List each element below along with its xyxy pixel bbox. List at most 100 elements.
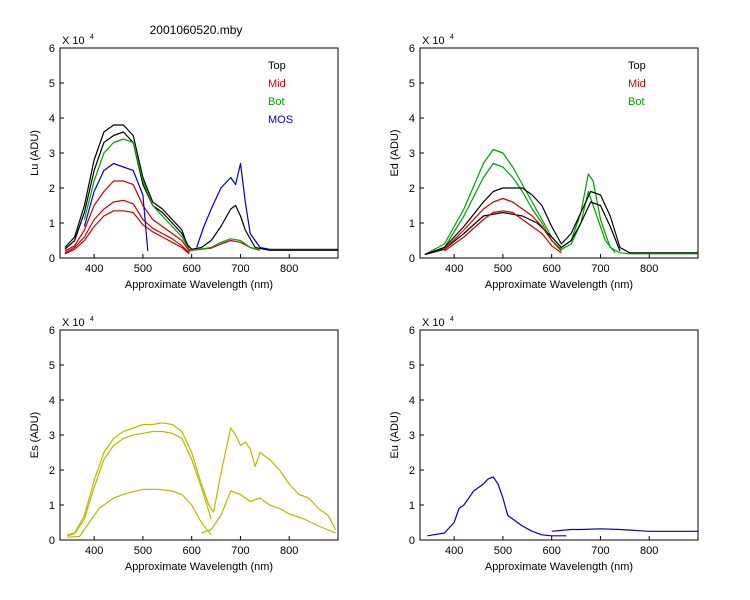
x-axis-label: Approximate Wavelength (nm) <box>485 561 633 573</box>
exponent-power: 4 <box>450 34 454 41</box>
y-axis-label: Eu (ADU) <box>389 411 401 458</box>
y-tick-label: 5 <box>49 360 55 372</box>
mid-series-line <box>443 197 562 252</box>
exponent-power: 4 <box>450 316 454 323</box>
exponent-label: X 10 <box>422 35 445 47</box>
data-series-line <box>67 422 337 536</box>
y-tick-label: 1 <box>409 218 415 230</box>
y-tick-label: 3 <box>409 148 415 160</box>
top-series-line <box>64 131 190 250</box>
y-tick-label: 6 <box>49 43 55 55</box>
y-tick-label: 1 <box>49 218 55 230</box>
x-tick-label: 400 <box>85 263 103 275</box>
y-axis-label: Lu (ADU) <box>29 130 41 176</box>
bot-series-line <box>83 138 261 251</box>
x-tick-label: 800 <box>280 263 298 275</box>
x-tick-label: 400 <box>445 545 463 557</box>
x-tick-label: 800 <box>640 263 658 275</box>
x-tick-label: 700 <box>231 545 249 557</box>
y-tick-label: 4 <box>409 113 415 125</box>
y-tick-label: 3 <box>49 148 55 160</box>
x-axis-label: Approximate Wavelength (nm) <box>125 279 273 291</box>
y-tick-label: 2 <box>49 465 55 477</box>
top-series-line <box>424 187 698 256</box>
plot-frame <box>59 329 339 541</box>
chart-panel-1: 0 1 2 3 4 5 6 400 500 600 700 800 X 10 4 Approximate W… <box>29 34 339 291</box>
y-tick-label: 2 <box>49 183 55 195</box>
x-tick-label: 400 <box>445 263 463 275</box>
exponent-label: X 10 <box>62 35 85 47</box>
y-axis-label: Ed (ADU) <box>389 129 401 176</box>
data-series-line <box>427 476 567 537</box>
chart-panel-4: 0 1 2 3 4 5 6 400 500 600 700 800 X 10 4 Approximate W… <box>389 316 699 573</box>
top-series-line <box>64 124 338 251</box>
plot-frame <box>419 47 699 259</box>
mid-series-line <box>64 199 190 254</box>
y-tick-label: 0 <box>409 253 415 265</box>
y-tick-label: 4 <box>49 395 55 407</box>
y-tick-label: 3 <box>49 430 55 442</box>
x-axis-label: Approximate Wavelength (nm) <box>125 561 273 573</box>
x-tick-label: 500 <box>134 263 152 275</box>
top-series-line <box>424 201 621 256</box>
y-tick-label: 2 <box>409 183 415 195</box>
x-tick-label: 700 <box>231 263 249 275</box>
chart-panel-2: 0 1 2 3 4 5 6 400 500 600 700 800 X 10 4 Approximate W… <box>389 34 699 291</box>
y-tick-label: 1 <box>49 500 55 512</box>
y-tick-label: 1 <box>409 500 415 512</box>
exponent-power: 4 <box>90 316 94 323</box>
legend-item-bot: Bot <box>268 96 285 108</box>
exponent-label: X 10 <box>62 317 85 329</box>
mid-series-line <box>64 180 261 252</box>
x-tick-label: 700 <box>591 545 609 557</box>
x-tick-label: 600 <box>183 545 201 557</box>
mid-series-line <box>64 210 190 255</box>
y-tick-label: 4 <box>49 113 55 125</box>
data-series-line <box>201 490 336 534</box>
mos-series-line <box>83 162 149 252</box>
y-tick-label: 0 <box>49 253 55 265</box>
y-tick-label: 5 <box>409 360 415 372</box>
legend-item-mos: MOS <box>268 114 293 126</box>
legend-item-top: Top <box>268 60 286 72</box>
x-tick-label: 800 <box>640 545 658 557</box>
data-series-line <box>551 528 698 532</box>
y-tick-label: 4 <box>409 395 415 407</box>
x-tick-label: 500 <box>134 545 152 557</box>
plot-frame <box>419 329 699 541</box>
x-tick-label: 400 <box>85 545 103 557</box>
bot-series-line <box>424 148 698 256</box>
x-tick-label: 500 <box>494 263 512 275</box>
exponent-power: 4 <box>90 34 94 41</box>
y-tick-label: 6 <box>409 43 415 55</box>
y-tick-label: 0 <box>49 535 55 547</box>
chart-panel-3: 0 1 2 3 4 5 6 400 500 600 700 800 X 10 4 Approximate W… <box>29 316 339 573</box>
legend-item-bot: Bot <box>628 96 645 108</box>
x-axis-label: Approximate Wavelength (nm) <box>485 279 633 291</box>
y-tick-label: 3 <box>409 430 415 442</box>
plot-frame <box>59 47 339 259</box>
legend-item-top: Top <box>628 60 646 72</box>
exponent-label: X 10 <box>422 317 445 329</box>
x-tick-label: 500 <box>494 545 512 557</box>
x-tick-label: 600 <box>543 545 561 557</box>
mid-series-line <box>444 210 562 254</box>
x-tick-label: 600 <box>183 263 201 275</box>
data-series-line <box>67 488 212 538</box>
y-tick-label: 5 <box>409 78 415 90</box>
data-series-line <box>67 430 212 537</box>
mos-series-line <box>196 162 338 250</box>
y-tick-label: 5 <box>49 78 55 90</box>
y-axis-label: Es (ADU) <box>29 412 41 458</box>
y-tick-label: 6 <box>49 325 55 337</box>
legend-item-mid: Mid <box>628 78 646 90</box>
figure-title: 2001060520.mby <box>150 23 243 37</box>
y-tick-label: 6 <box>409 325 415 337</box>
y-tick-label: 0 <box>409 535 415 547</box>
x-tick-label: 700 <box>591 263 609 275</box>
x-tick-label: 800 <box>280 545 298 557</box>
legend-item-mid: Mid <box>268 78 286 90</box>
y-tick-label: 2 <box>409 465 415 477</box>
x-tick-label: 600 <box>543 263 561 275</box>
